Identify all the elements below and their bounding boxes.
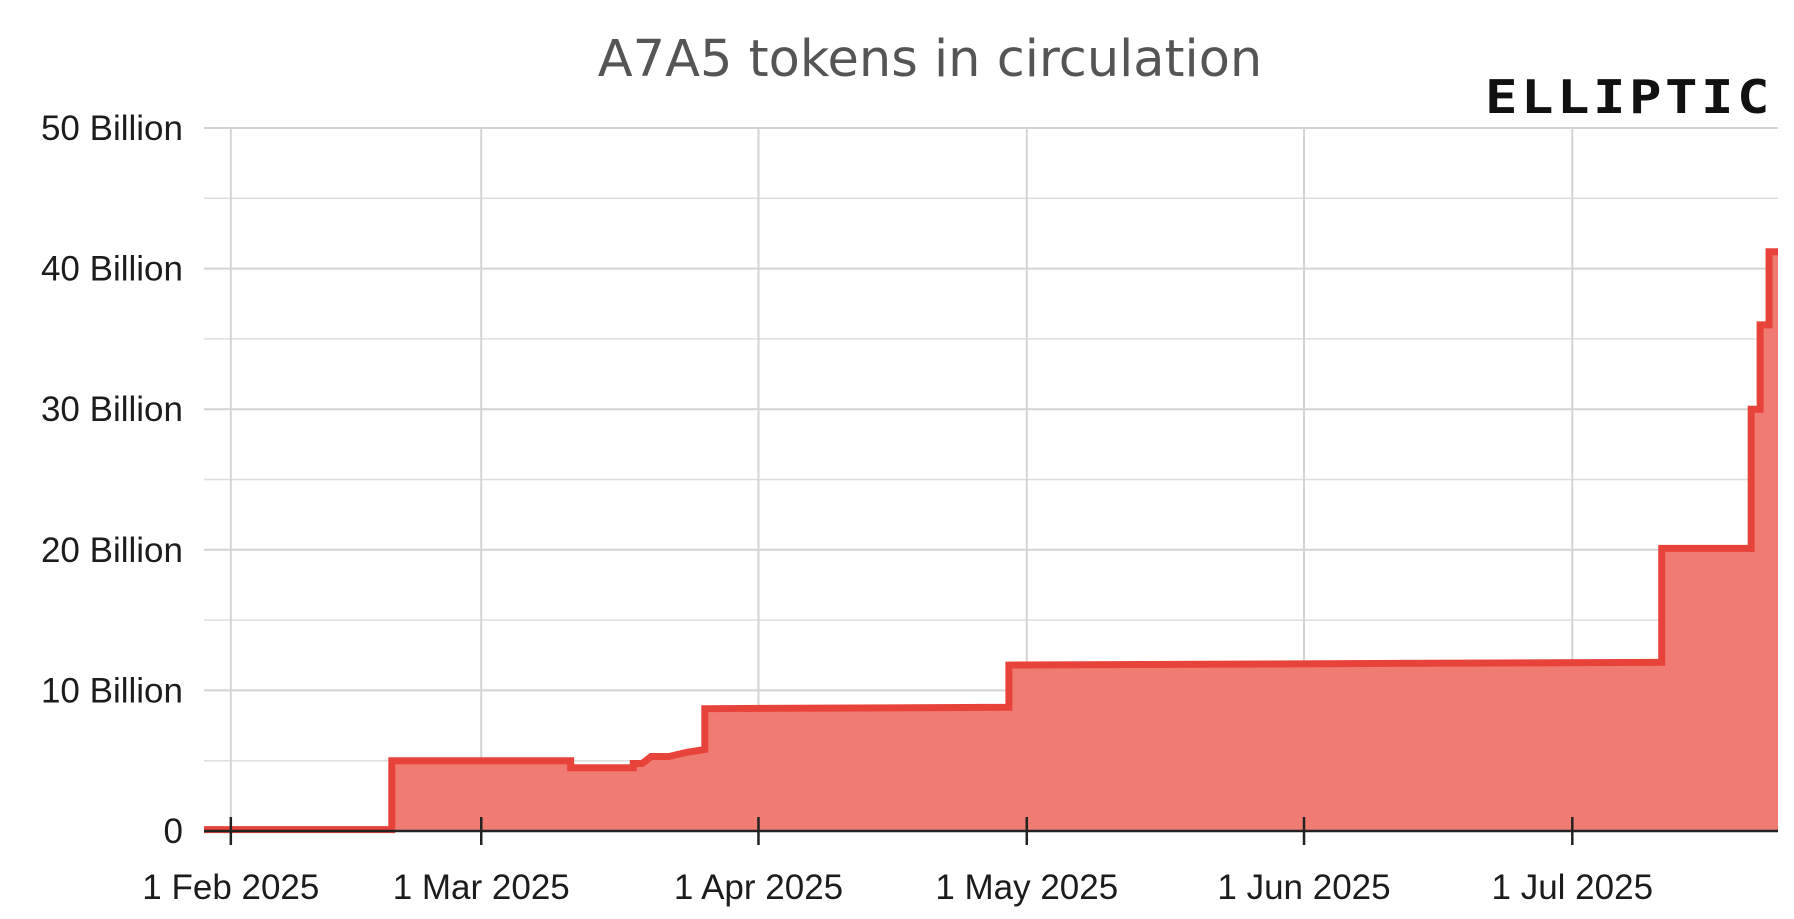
x-tick-label: 1 May 2025: [935, 868, 1118, 907]
y-tick-label: 40 Billion: [41, 250, 183, 289]
axis-layer: [204, 817, 1778, 845]
x-tick-label: 1 Jun 2025: [1217, 868, 1390, 907]
y-tick-label: 50 Billion: [41, 109, 183, 148]
chart-title: A7A5 tokens in circulation: [597, 30, 1263, 89]
series-line: [204, 248, 1778, 834]
y-tick-label: 30 Billion: [41, 390, 183, 429]
logo-wordmark: ELLIPTIC: [1485, 75, 1773, 117]
x-tick-label: 1 Jul 2025: [1492, 868, 1654, 907]
x-tick-label: 1 Feb 2025: [142, 868, 319, 907]
y-tick-label: 10 Billion: [41, 671, 183, 710]
series-area: [204, 251, 1778, 831]
x-tick-label: 1 Mar 2025: [393, 868, 570, 907]
x-tick-label: 1 Apr 2025: [674, 868, 843, 907]
area-layer: [204, 248, 1778, 834]
tick-labels: 0 10 Billion 20 Billion 30 Billion 40 Billio…: [41, 109, 1653, 907]
y-tick-label: 0: [164, 812, 183, 851]
elliptic-logo: ELLIPTIC: [1485, 75, 1773, 117]
y-tick-label: 20 Billion: [41, 531, 183, 570]
